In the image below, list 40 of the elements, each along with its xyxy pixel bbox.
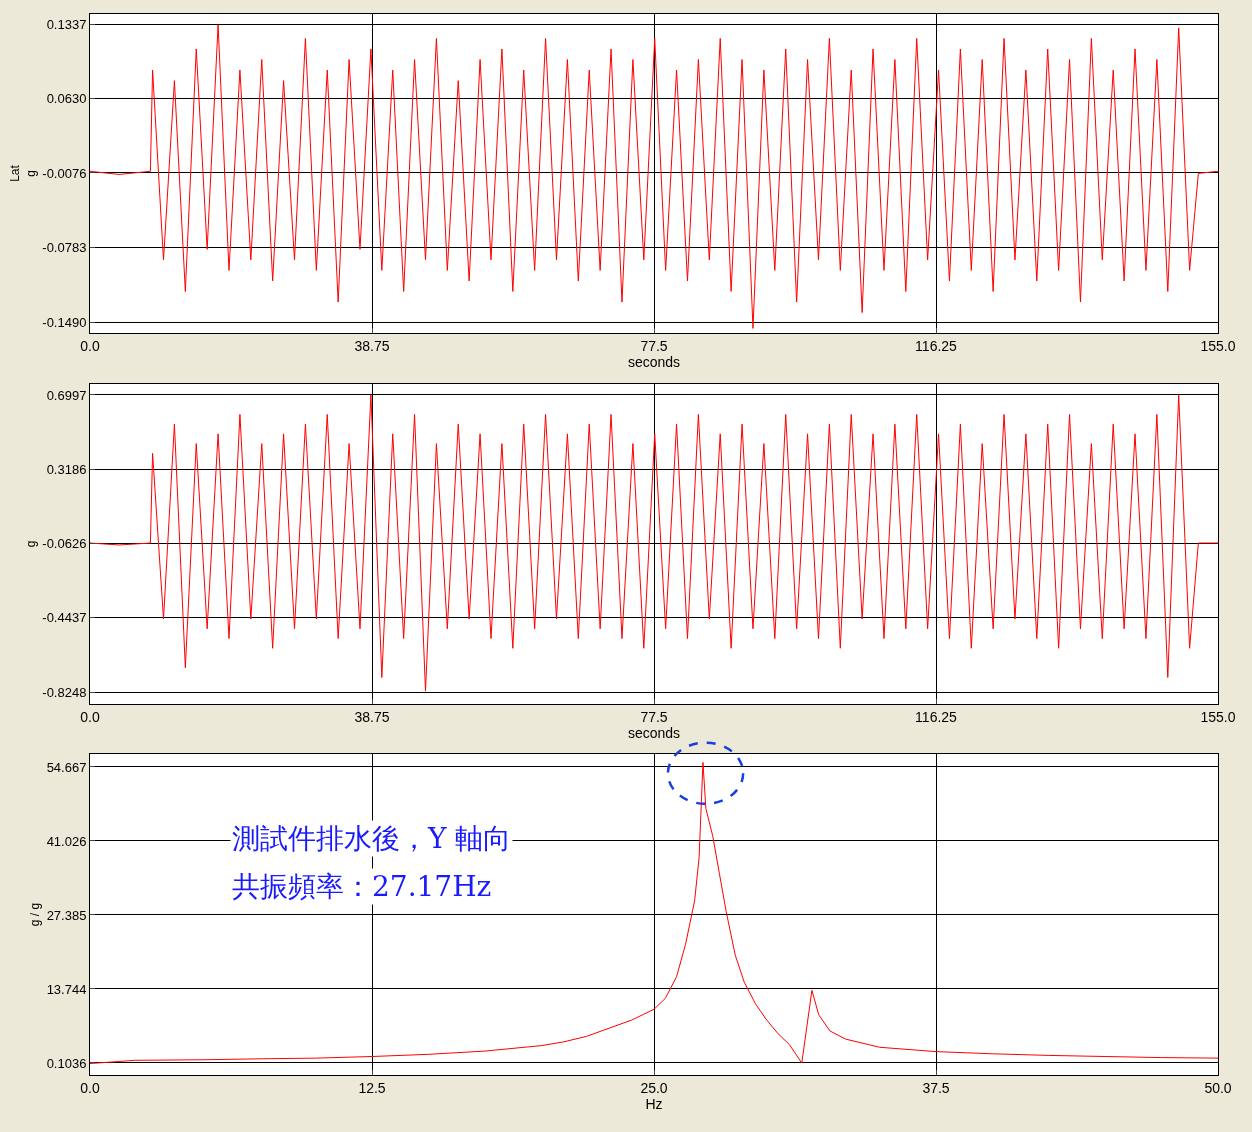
x-tick-label: 77.5 (640, 708, 668, 725)
x-tick-label: 38.75 (354, 337, 390, 354)
x-axis-title: seconds (627, 353, 681, 370)
x-tick-label: 155.0 (1200, 708, 1236, 725)
y-axis-title: g (23, 540, 38, 548)
line-series (90, 24, 1218, 329)
y-tick-label: -0.0076 (42, 165, 87, 181)
y-tick-label: 54.667 (46, 759, 87, 775)
x-tick-label: 12.5 (358, 1079, 386, 1096)
x-tick-label: 116.25 (915, 337, 958, 354)
annotation: 共振頻率：27.17Hz (232, 870, 492, 903)
y-tick-label: 0.1036 (46, 1055, 87, 1071)
y-axis-title: g / g (27, 902, 42, 927)
y-axis-title: Lat g (8, 164, 38, 182)
annotation: 測試件排水後，Y 軸向 (232, 822, 512, 855)
y-tick-label: 27.385 (46, 907, 87, 923)
x-tick-label: 37.5 (922, 1079, 950, 1096)
x-tick-label: 38.75 (354, 708, 390, 725)
y-tick-label: -0.8248 (42, 684, 87, 700)
x-axis-title: seconds (627, 724, 681, 741)
y-tick-label: 13.744 (46, 981, 87, 997)
x-tick-label: 116.25 (915, 708, 958, 725)
x-tick-label: 77.5 (640, 337, 668, 354)
y-tick-label: 0.6997 (46, 387, 87, 403)
x-tick-label: 0.0 (80, 337, 100, 354)
x-axis-title: Hz (645, 1095, 663, 1112)
y-tick-label: -0.4437 (42, 610, 87, 626)
y-tick-label: 0.3186 (46, 461, 87, 477)
x-tick-label: 25.0 (640, 1079, 668, 1096)
y-tick-label: 41.026 (46, 833, 87, 849)
y-tick-label: -0.0626 (42, 536, 87, 552)
y-tick-label: 0.0630 (46, 91, 87, 107)
y-tick-label: 0.1337 (46, 16, 87, 32)
x-tick-label: 0.0 (80, 708, 100, 725)
y-tick-label: -0.1490 (42, 314, 87, 330)
x-tick-label: 0.0 (80, 1079, 100, 1096)
x-tick-label: 155.0 (1200, 337, 1236, 354)
line-series (90, 394, 1218, 692)
x-tick-label: 50.0 (1204, 1079, 1232, 1096)
y-tick-label: -0.0783 (42, 240, 87, 256)
